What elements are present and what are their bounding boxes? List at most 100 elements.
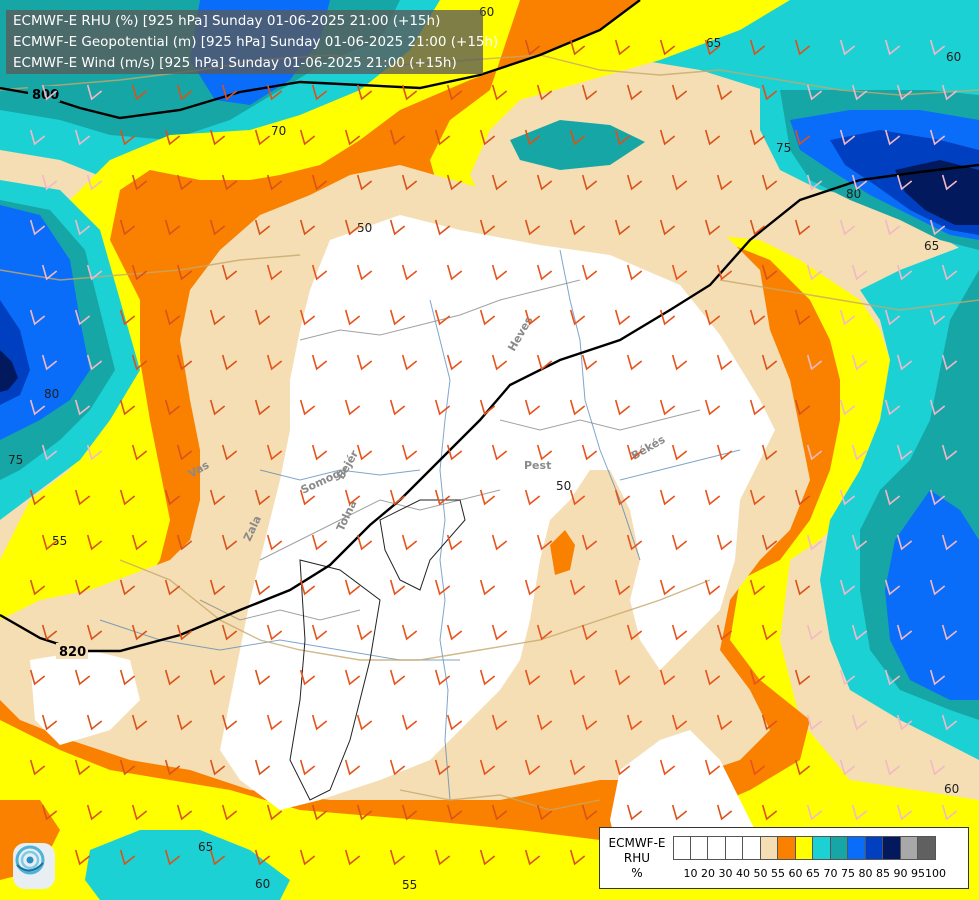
wind-barb [221,264,238,281]
wind-barb [389,399,406,416]
wind-barb [356,714,373,731]
wind-barb [389,759,406,776]
legend-swatch [795,836,813,860]
wind-barb [896,534,913,551]
wind-barb [209,129,226,146]
wind-barb [704,579,721,596]
wind-barb [401,264,418,281]
wind-barb [581,624,598,641]
wind-barb [344,399,361,416]
wind-barb [581,354,598,371]
wind-barb [569,129,586,146]
wind-barb [761,714,778,731]
wind-barb [626,624,643,641]
wind-barb [491,624,508,641]
wind-barb [794,39,811,56]
wind-barb [929,309,946,326]
wind-barb [614,669,631,686]
wind-barb [209,759,226,776]
wind-barb [716,84,733,101]
wind-barb [581,84,598,101]
wind-barb [536,444,553,461]
wind-barb [749,759,766,776]
wind-barb [311,714,328,731]
legend-tick-label: 40 [736,867,750,880]
wind-barb [704,39,721,56]
wind-barb [356,804,373,821]
wind-barb [119,399,136,416]
wind-barb [671,264,688,281]
legend-tick-label: 10 [683,867,698,880]
wind-barb [839,759,856,776]
wind-barb [299,309,316,326]
wind-barb [536,264,553,281]
wind-barb [119,579,136,596]
wind-barb [491,174,508,191]
wind-barb [356,354,373,371]
wind-barb [884,399,901,416]
wind-barbs-layer [29,39,958,866]
wind-barb [491,84,508,101]
wind-barb [806,174,823,191]
wind-barb [716,354,733,371]
wind-barb [569,579,586,596]
wind-barb [401,84,418,101]
wind-barb [389,129,406,146]
wind-barb [536,624,553,641]
rhu-band-90-left [0,350,18,392]
rhu-label-55a: 55 [52,534,67,548]
wind-barb [614,219,631,236]
wind-barb [176,174,193,191]
wind-barb [446,534,463,551]
wind-barb [434,669,451,686]
wind-barb [659,579,676,596]
wind-barb [29,309,46,326]
wind-barb [626,534,643,551]
wind-barb [704,309,721,326]
wind-barb [929,399,946,416]
wind-barb [254,669,271,686]
wind-barb [176,534,193,551]
wind-barb [806,264,823,281]
wind-barb [794,129,811,146]
wind-barb [344,849,361,866]
wind-barb [119,489,136,506]
wind-barb [614,309,631,326]
wind-barb [659,759,676,776]
legend-swatch [865,836,883,860]
wind-barb [884,39,901,56]
wind-barb [401,534,418,551]
wind-barb [749,39,766,56]
wind-barb [806,84,823,101]
wind-barb [119,219,136,236]
wind-barb [491,354,508,371]
wind-barb [704,219,721,236]
ecmwf-swirl-icon [13,843,55,889]
wind-barb [749,579,766,596]
wind-barb [29,129,46,146]
wind-barb [254,579,271,596]
rhu-band-50-sw [30,650,140,745]
wind-barb [434,759,451,776]
wind-barb [209,849,226,866]
wind-barb [176,804,193,821]
wind-barb [311,354,328,371]
wind-barb [614,579,631,596]
wind-barb [614,759,631,776]
legend-swatch [778,836,796,860]
rhu-label-75b: 75 [8,453,23,467]
wind-barb [176,264,193,281]
legend-swatch [830,836,848,860]
wind-barb [401,804,418,821]
wind-barb [896,444,913,461]
wind-barb [851,534,868,551]
legend-title: ECMWF-E RHU % [603,836,671,881]
wind-barb [524,399,541,416]
rhu-label-80b: 80 [44,387,59,401]
wind-barb [569,669,586,686]
wind-barb [704,759,721,776]
wind-barb [929,129,946,146]
legend-swatch [900,836,918,860]
wind-barb [941,444,958,461]
